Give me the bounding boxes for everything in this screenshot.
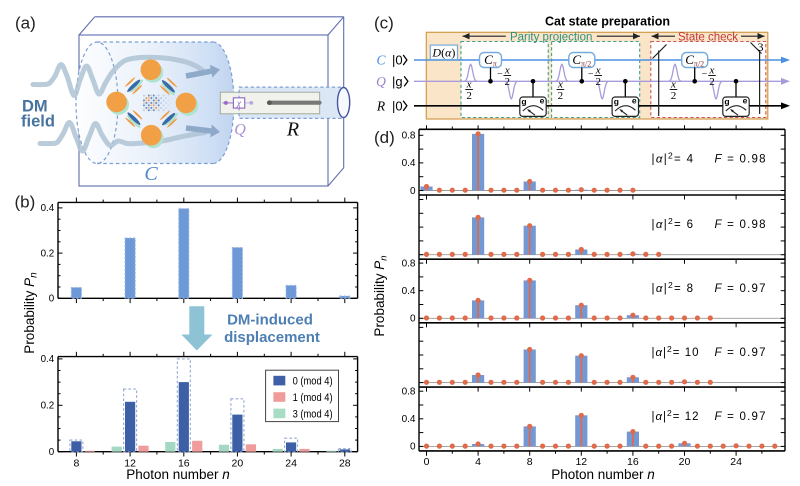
svg-text:12: 12 <box>575 456 587 468</box>
svg-text:24: 24 <box>285 457 297 469</box>
svg-text:|0: |0 <box>392 53 403 68</box>
svg-text:field: field <box>21 113 55 131</box>
svg-text:Parity projection: Parity projection <box>510 31 592 43</box>
svg-text:8: 8 <box>73 457 79 469</box>
svg-text:|α|2= 8: |α|2= 8 <box>652 280 694 295</box>
svg-text:R: R <box>376 98 386 113</box>
svg-text:F = 0.97: F = 0.97 <box>715 411 766 423</box>
svg-text:|0: |0 <box>392 98 403 113</box>
svg-text:24: 24 <box>730 456 742 468</box>
svg-text:D(α): D(α) <box>431 45 455 59</box>
svg-text:x: x <box>709 64 715 76</box>
svg-text:16: 16 <box>627 456 639 468</box>
svg-text:|α|2= 4: |α|2= 4 <box>652 150 694 165</box>
svg-text:0.2: 0.2 <box>41 248 55 259</box>
svg-text:(a): (a) <box>15 13 36 32</box>
svg-text:x: x <box>504 64 510 76</box>
svg-text:0.8: 0.8 <box>402 131 416 142</box>
svg-text:28: 28 <box>339 457 351 469</box>
svg-text:g: g <box>724 97 729 107</box>
svg-text:|α|2= 10: |α|2= 10 <box>652 344 699 359</box>
svg-text:−: − <box>588 69 594 80</box>
svg-text:R: R <box>286 119 299 141</box>
svg-text:Probability Pn: Probability Pn <box>372 255 390 336</box>
svg-text:DM: DM <box>22 98 48 116</box>
svg-text:2: 2 <box>505 76 511 88</box>
svg-text:1 (mod 4): 1 (mod 4) <box>293 392 333 404</box>
svg-text:Cπ/2: Cπ/2 <box>685 52 704 69</box>
svg-text:DM-induced: DM-induced <box>227 312 313 329</box>
svg-text:0.4: 0.4 <box>41 354 55 365</box>
svg-text:|g: |g <box>392 74 403 89</box>
svg-text:2: 2 <box>709 76 715 88</box>
svg-text:x: x <box>557 78 563 90</box>
svg-text:F = 0.97: F = 0.97 <box>715 283 766 295</box>
svg-text:F = 0.98: F = 0.98 <box>715 219 766 231</box>
svg-text:Cπ: Cπ <box>484 52 497 69</box>
svg-text:0.8: 0.8 <box>402 258 416 269</box>
svg-text:(d): (d) <box>374 128 395 147</box>
svg-text:3: 3 <box>758 40 764 54</box>
svg-text:0: 0 <box>410 314 416 325</box>
svg-text:|α|2= 12: |α|2= 12 <box>652 408 699 423</box>
svg-text:0: 0 <box>49 447 55 458</box>
svg-text:16: 16 <box>178 457 190 469</box>
svg-text:0: 0 <box>410 442 416 453</box>
svg-text:20: 20 <box>679 456 691 468</box>
svg-text:g: g <box>521 97 526 107</box>
svg-text:0.8: 0.8 <box>402 387 416 398</box>
svg-text:2: 2 <box>558 90 564 102</box>
svg-text:e: e <box>540 96 545 106</box>
svg-text:F = 0.98: F = 0.98 <box>715 153 766 165</box>
svg-text:0 (mod 4): 0 (mod 4) <box>293 376 333 388</box>
svg-text:2: 2 <box>671 90 677 102</box>
svg-text:0.4: 0.4 <box>41 203 55 214</box>
svg-text:x: x <box>670 78 676 90</box>
svg-text:C: C <box>144 163 158 185</box>
svg-text:Cπ/2: Cπ/2 <box>572 52 591 69</box>
svg-text:Photon number n: Photon number n <box>126 467 230 482</box>
svg-text:|α|2= 6: |α|2= 6 <box>652 216 694 231</box>
svg-text:20: 20 <box>232 457 244 469</box>
svg-text:−: − <box>702 69 708 80</box>
svg-text:0: 0 <box>424 456 430 468</box>
svg-text:(b): (b) <box>15 193 36 212</box>
svg-text:0.4: 0.4 <box>402 286 416 297</box>
svg-text:0: 0 <box>410 186 416 197</box>
svg-text:F = 0.97: F = 0.97 <box>715 347 766 359</box>
svg-text:8: 8 <box>527 456 533 468</box>
svg-text:Q: Q <box>234 122 246 139</box>
svg-text:0.2: 0.2 <box>41 401 55 412</box>
svg-text:0.4: 0.4 <box>402 414 416 425</box>
svg-text:Q: Q <box>376 74 386 89</box>
svg-text:e: e <box>632 96 637 106</box>
svg-text:(c): (c) <box>374 14 394 33</box>
svg-text:x: x <box>595 64 601 76</box>
svg-text:3 (mod 4): 3 (mod 4) <box>293 408 333 420</box>
svg-text:0: 0 <box>49 294 55 305</box>
svg-text:12: 12 <box>124 457 136 469</box>
svg-text:2: 2 <box>595 76 601 88</box>
svg-text:2: 2 <box>466 90 472 102</box>
svg-text:C: C <box>376 53 386 68</box>
svg-text:χ: χ <box>236 99 242 109</box>
svg-text:−: − <box>497 69 503 80</box>
svg-text:4: 4 <box>475 456 481 468</box>
svg-text:Cat state preparation: Cat state preparation <box>545 15 670 29</box>
svg-text:x: x <box>466 78 472 90</box>
svg-text:g: g <box>614 97 619 107</box>
svg-text:0.4: 0.4 <box>402 158 416 169</box>
svg-text:e: e <box>743 96 748 106</box>
svg-text:Photon number n: Photon number n <box>551 467 655 482</box>
svg-text:State check: State check <box>678 31 738 43</box>
svg-text:Probability Pn: Probability Pn <box>22 272 40 354</box>
svg-text:displacement: displacement <box>224 329 320 346</box>
